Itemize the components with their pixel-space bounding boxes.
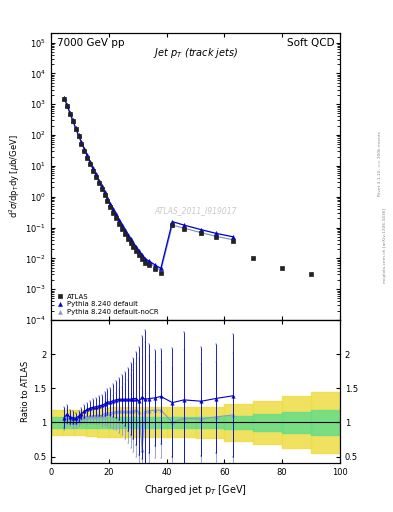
Text: Soft QCD: Soft QCD [286,37,334,48]
Legend: ATLAS, Pythia 8.240 default, Pythia 8.240 default-noCR: ATLAS, Pythia 8.240 default, Pythia 8.24… [55,292,160,316]
X-axis label: Charged jet p$_T$ [GeV]: Charged jet p$_T$ [GeV] [144,483,247,497]
Y-axis label: Ratio to ATLAS: Ratio to ATLAS [21,361,30,422]
Text: Rivet 3.1.10, >= 300k events: Rivet 3.1.10, >= 300k events [378,132,382,196]
Text: 7000 GeV pp: 7000 GeV pp [57,37,124,48]
Text: mcplots.cern.ch [arXiv:1306.3436]: mcplots.cern.ch [arXiv:1306.3436] [383,208,387,283]
Y-axis label: d$^2\sigma$/dp$_{\mathsf{T}}$dy [$\mu$b/GeV]: d$^2\sigma$/dp$_{\mathsf{T}}$dy [$\mu$b/… [8,135,22,219]
Text: ATLAS_2011_I919017: ATLAS_2011_I919017 [154,206,237,216]
Text: Jet p$_T$ (track jets): Jet p$_T$ (track jets) [153,46,238,60]
